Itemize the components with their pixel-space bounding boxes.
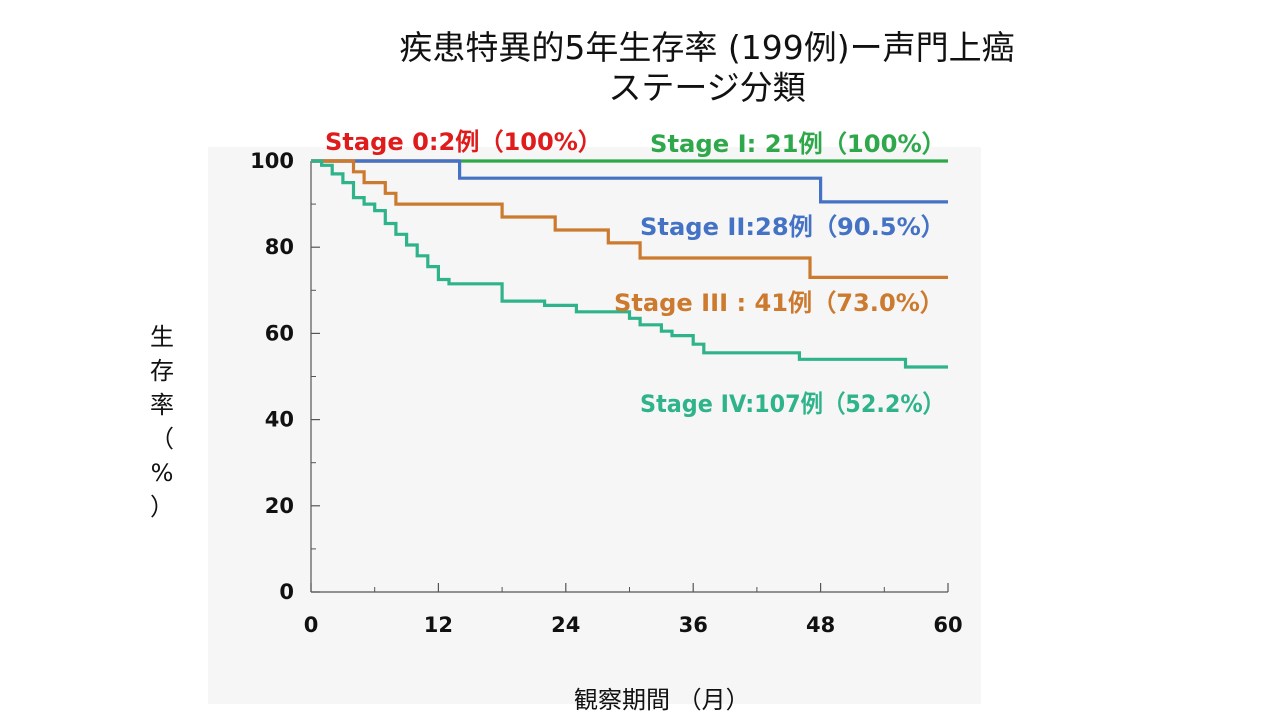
- stage-iv-curve: [311, 159, 948, 369]
- stage-iii-curve: [311, 159, 948, 279]
- y-tick-label: 40: [265, 408, 294, 432]
- y-label-char: 生: [150, 323, 174, 351]
- y-tick-label: 60: [265, 321, 294, 345]
- y-tick-label: 20: [265, 494, 294, 518]
- stage-iv-label: Stage IV:107例（52.2%）: [640, 390, 945, 418]
- stage-0-label: Stage 0:2例（100%）: [325, 128, 602, 156]
- y-tick-label: 100: [250, 149, 294, 173]
- x-tick-label: 48: [806, 613, 835, 637]
- y-label-char: 存: [150, 357, 174, 385]
- x-tick-label: 36: [679, 613, 708, 637]
- x-tick-label: 60: [933, 613, 962, 637]
- x-tick-label: 24: [551, 613, 580, 637]
- y-tick-label: 0: [279, 580, 294, 604]
- stage-ii-curve: [311, 159, 948, 204]
- x-axis-label: 観察期間 （月）: [574, 686, 750, 714]
- y-axis-label: 生 存 率 （ % ）: [145, 320, 179, 524]
- y-tick-label: 80: [265, 235, 294, 259]
- y-label-char: %: [150, 459, 174, 487]
- chart-title: 疾患特異的5年生存率 (199例)ー声門上癌 ステージ分類: [0, 28, 1280, 108]
- y-label-char: （: [150, 425, 174, 453]
- chart-title-line2: ステージ分類: [608, 68, 806, 107]
- stage-i-label: Stage I: 21例（100%）: [650, 130, 946, 158]
- y-label-char: 率: [150, 391, 174, 419]
- chart-title-line1: 疾患特異的5年生存率 (199例)ー声門上癌: [399, 28, 1015, 67]
- y-label-char: ）: [150, 493, 174, 521]
- plot-background: [208, 147, 981, 704]
- x-tick-label: 0: [304, 613, 319, 637]
- stage-ii-label: Stage II:28例（90.5%）: [640, 213, 945, 241]
- x-tick-label: 12: [424, 613, 453, 637]
- stage-iii-label: Stage III : 41例（73.0%）: [614, 289, 944, 317]
